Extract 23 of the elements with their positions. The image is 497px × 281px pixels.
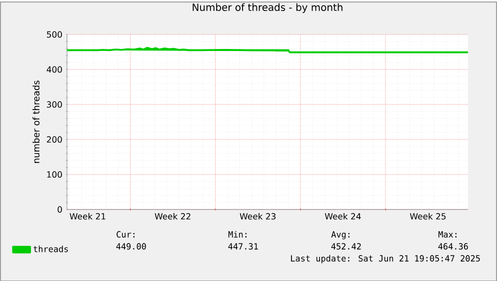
y-tick-label: 500 — [46, 31, 62, 38]
text: 452.42 — [331, 242, 361, 250]
text: 447.31 — [228, 242, 258, 250]
y-tick-label: 300 — [46, 101, 62, 108]
y-tick-label: 200 — [46, 136, 62, 142]
y-tick-label: 0 — [58, 206, 62, 212]
text: 464.36 — [438, 242, 468, 250]
x-tick-label: Week 22 — [154, 212, 190, 220]
text: 449.00 — [116, 242, 146, 250]
chart-title: Number of threads - by month — [192, 3, 342, 13]
y-tick-label: 400 — [46, 66, 62, 72]
x-tick-label: Week 21 — [70, 212, 106, 220]
x-tick-label: Week 25 — [410, 212, 446, 220]
text: Last update: Sat Jun 21 19:05:47 2025 — [291, 254, 480, 263]
text: Max: — [438, 231, 456, 238]
text: Avg: — [331, 231, 350, 240]
y-tick-label: 100 — [47, 171, 62, 178]
text: Cur: — [116, 230, 134, 238]
y-axis-title: number of threads — [32, 80, 40, 163]
legend-label: threads — [34, 245, 68, 252]
x-tick-label: Week 24 — [324, 212, 361, 220]
x-tick-label: Week 23 — [240, 212, 276, 220]
text: Min: — [228, 230, 246, 238]
